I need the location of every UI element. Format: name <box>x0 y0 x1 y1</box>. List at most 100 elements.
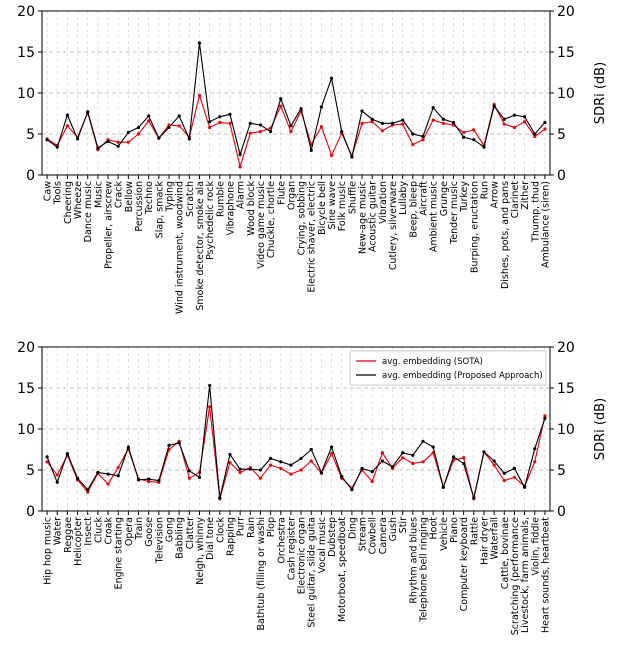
x-tick-label: Hip hop music <box>43 517 54 585</box>
x-tick-label: Dial tone <box>205 517 216 560</box>
data-point-proposed <box>512 113 517 117</box>
data-point-sota <box>360 121 364 125</box>
x-tick-label: Helicopter <box>73 517 84 566</box>
data-point-sota <box>147 119 151 123</box>
x-tick-label: Rattle <box>469 517 480 545</box>
data-point-sota <box>309 459 313 463</box>
data-point-sota <box>228 121 232 125</box>
data-point-proposed <box>218 496 222 500</box>
series-line-sota <box>46 93 546 169</box>
x-tick-label: Rhythm and blues <box>408 517 419 604</box>
data-point-sota <box>45 460 49 464</box>
data-point-sota <box>401 122 405 126</box>
legend: avg. embedding (SOTA) avg. embedding (Pro… <box>349 350 547 386</box>
x-tick-label: Flute <box>276 181 287 205</box>
x-tick-label: Thump, thud <box>530 181 541 243</box>
x-tick-label: Goose <box>144 517 155 547</box>
data-point-proposed <box>269 129 273 134</box>
x-tick-label: Tender music <box>449 181 460 245</box>
x-tick-label: Hair dryer <box>479 517 490 565</box>
data-point-proposed <box>279 460 283 464</box>
data-point-proposed <box>472 138 476 142</box>
x-tick-label: Lullaby <box>398 181 409 215</box>
x-tick-label: Acoustic guitar <box>368 181 379 252</box>
x-tick-label: Burping, eructation <box>469 181 480 273</box>
x-tick-label: Cheering <box>63 181 74 224</box>
y-tick-label-left: 15 <box>17 381 35 397</box>
data-point-proposed <box>360 109 364 113</box>
x-tick-label: Psychedelic rock <box>205 181 216 260</box>
data-point-proposed <box>411 132 415 136</box>
data-point-proposed <box>543 120 547 125</box>
y-tick-label-left: 0 <box>26 168 35 184</box>
y-tick-label-right: 20 <box>557 4 575 20</box>
y-tick-label-left: 20 <box>17 340 35 356</box>
data-point-proposed <box>279 97 283 101</box>
data-point-proposed <box>96 470 100 475</box>
x-tick-label: Chuckle, chortle <box>266 181 277 258</box>
x-tick-label: Dubstep <box>327 517 338 557</box>
x-tick-label: Orchestra <box>276 517 287 564</box>
x-tick-label: Gush <box>388 517 399 541</box>
data-point-sota <box>136 132 141 136</box>
data-point-sota <box>512 125 517 130</box>
x-tick-label: Heart sounds, heartbeat <box>540 517 551 633</box>
x-tick-label: Engine starting <box>114 517 125 589</box>
x-tick-label: Techno <box>144 181 155 215</box>
data-point-sota <box>502 122 506 126</box>
data-point-sota <box>147 479 151 484</box>
x-tick-label: Cash register <box>286 517 297 580</box>
data-point-proposed <box>370 117 374 121</box>
y-tick-label-right: 5 <box>557 127 566 143</box>
data-point-sota <box>431 118 435 122</box>
x-tick-label: Zither <box>520 181 531 210</box>
data-point-proposed <box>106 139 110 143</box>
data-point-proposed <box>157 479 161 483</box>
data-point-proposed <box>411 453 415 457</box>
data-point-proposed <box>421 134 425 139</box>
data-point-proposed <box>533 132 537 136</box>
x-tick-label: Cluck <box>93 517 104 544</box>
data-point-proposed <box>96 146 100 150</box>
data-point-sota <box>411 143 415 147</box>
data-point-proposed <box>380 121 384 125</box>
x-tick-label: Ambient music <box>429 181 440 252</box>
x-tick-label: Smoke detector, smoke ala <box>195 181 206 311</box>
series-line-proposed <box>46 385 546 499</box>
data-point-proposed <box>451 455 456 459</box>
data-point-sota <box>299 468 303 472</box>
x-tick-label: Scratching (performance <box>510 517 521 635</box>
data-point-proposed <box>75 476 80 480</box>
y-tick-label-right: 0 <box>557 504 566 520</box>
data-point-proposed <box>421 439 425 443</box>
x-tick-label: Dance music <box>83 181 94 242</box>
data-point-sota <box>116 140 120 144</box>
data-point-proposed <box>197 41 202 45</box>
data-point-proposed <box>157 136 161 140</box>
x-tick-label: Clarinet <box>510 181 521 219</box>
data-point-proposed <box>431 445 435 449</box>
data-point-proposed <box>106 472 110 476</box>
data-point-sota <box>329 153 334 157</box>
data-point-proposed <box>167 125 171 130</box>
data-point-sota <box>116 465 120 470</box>
data-point-proposed <box>116 144 120 148</box>
data-point-proposed <box>177 114 181 118</box>
data-point-sota <box>187 476 191 480</box>
data-point-proposed <box>319 105 323 109</box>
legend-label: avg. embedding (Proposed Approach) <box>382 371 543 381</box>
x-tick-label: Water <box>53 517 64 545</box>
data-point-sota <box>208 125 212 130</box>
x-tick-label: Sine wave <box>327 181 338 230</box>
data-point-proposed <box>309 148 313 152</box>
x-tick-label: Alarm <box>236 181 247 209</box>
data-point-sota <box>533 460 537 464</box>
x-tick-label: Music <box>93 181 104 208</box>
x-tick-label: Crack <box>114 181 125 209</box>
x-tick-label: Bathtub (filling or washi <box>256 517 267 631</box>
data-point-proposed <box>350 488 354 492</box>
x-tick-label: Percussion <box>134 181 145 232</box>
data-point-sota <box>329 452 334 456</box>
x-tick-label: Cattle, bovinae <box>500 517 511 589</box>
data-point-sota <box>411 461 415 466</box>
